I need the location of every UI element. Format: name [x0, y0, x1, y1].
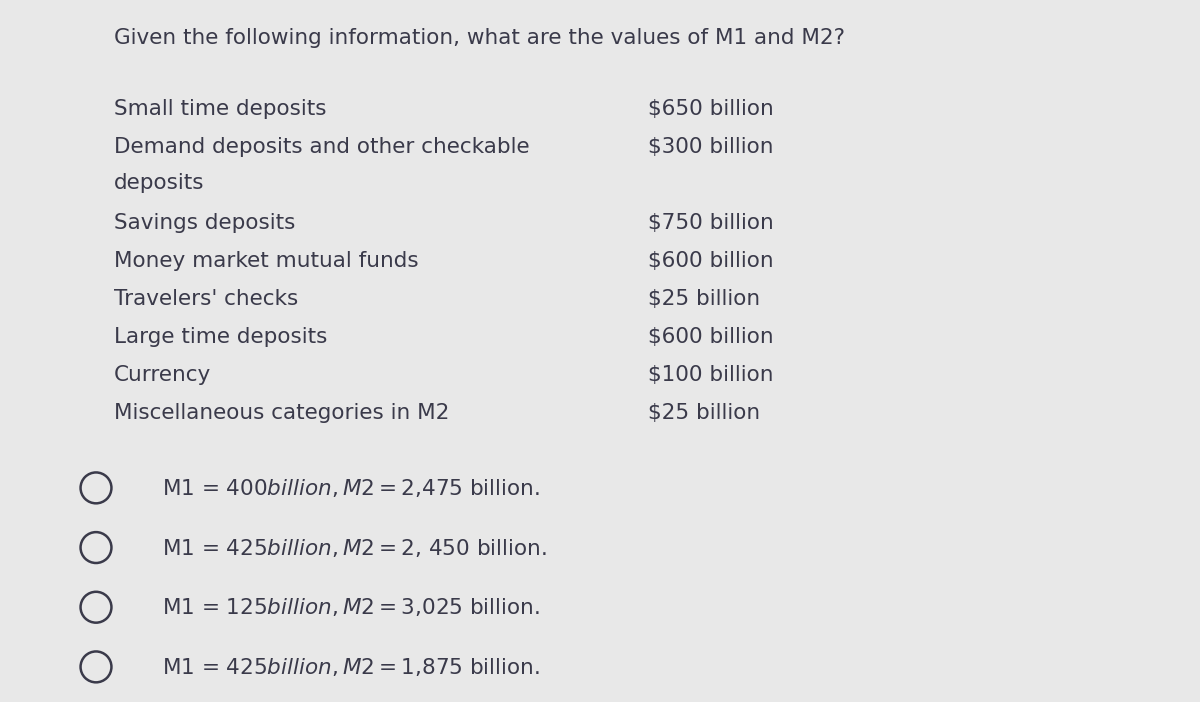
Text: $300 billion: $300 billion	[648, 138, 774, 157]
Text: $600 billion: $600 billion	[648, 251, 774, 271]
Text: Travelers' checks: Travelers' checks	[114, 289, 299, 309]
Text: Savings deposits: Savings deposits	[114, 213, 295, 233]
Text: $600 billion: $600 billion	[648, 327, 774, 347]
Text: Miscellaneous categories in M2: Miscellaneous categories in M2	[114, 403, 449, 423]
Text: deposits: deposits	[114, 173, 204, 192]
Text: $25 billion: $25 billion	[648, 403, 760, 423]
Text: Currency: Currency	[114, 365, 211, 385]
Text: $100 billion: $100 billion	[648, 365, 774, 385]
Text: Demand deposits and other checkable: Demand deposits and other checkable	[114, 138, 529, 157]
Text: Given the following information, what are the values of M1 and M2?: Given the following information, what ar…	[114, 28, 845, 48]
Text: Money market mutual funds: Money market mutual funds	[114, 251, 419, 271]
Text: $750 billion: $750 billion	[648, 213, 774, 233]
Text: Large time deposits: Large time deposits	[114, 327, 328, 347]
Text: Small time deposits: Small time deposits	[114, 99, 326, 119]
Text: $25 billion: $25 billion	[648, 289, 760, 309]
Text: M1 = $400 billion, M2 = $2,475 billion.: M1 = $400 billion, M2 = $2,475 billion.	[162, 477, 540, 499]
Text: $650 billion: $650 billion	[648, 99, 774, 119]
Text: M1 = $125 billion, M2 = $3,025 billion.: M1 = $125 billion, M2 = $3,025 billion.	[162, 596, 540, 618]
Text: M1 = $425 billion, M2 = $2, 450 billion.: M1 = $425 billion, M2 = $2, 450 billion.	[162, 536, 547, 559]
Text: M1 = $425 billion, M2 = $1,875 billion.: M1 = $425 billion, M2 = $1,875 billion.	[162, 656, 540, 678]
